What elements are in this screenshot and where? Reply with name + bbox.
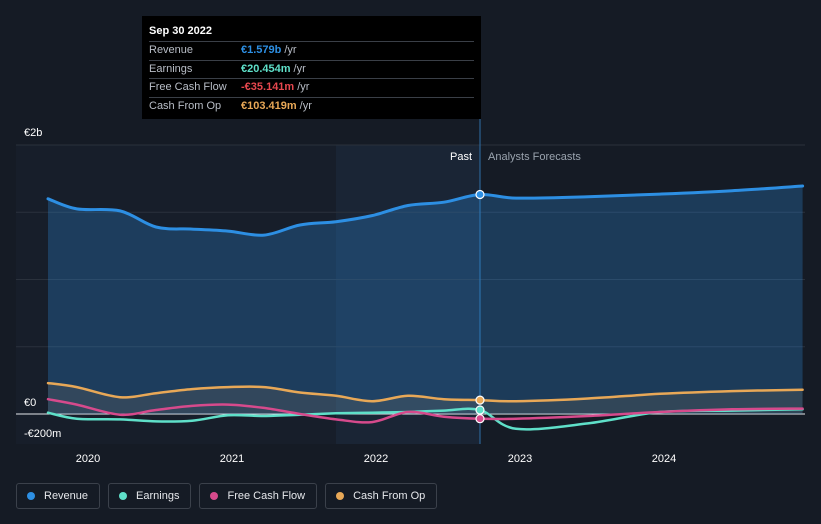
y-axis-label: €0	[24, 397, 36, 409]
earnings-line	[46, 407, 804, 431]
y-axis-label: -€200m	[24, 428, 61, 440]
tooltip-row-label: Free Cash Flow	[149, 81, 227, 93]
x-axis-tick-label: 2020	[76, 453, 100, 465]
legend-dot-icon	[210, 492, 219, 500]
x-axis-tick-label: 2023	[508, 453, 532, 465]
free-cash-flow-marker	[475, 414, 485, 424]
revenue-marker	[475, 189, 485, 200]
tooltip-date: Sep 30 2022	[149, 25, 212, 37]
legend-item-earnings[interactable]: Earnings	[108, 483, 192, 509]
tooltip-row-label: Cash From Op	[149, 99, 222, 112]
tooltip-row-label: Revenue	[149, 44, 194, 56]
earnings-marker	[475, 405, 485, 415]
tooltip-row-value: -€35.141m	[241, 81, 295, 93]
legend-item-free-cash-flow[interactable]: Free Cash Flow	[199, 483, 318, 509]
legend-label: Revenue	[44, 490, 89, 502]
cash-from-op-line	[46, 381, 804, 403]
tooltip-row-unit: /yr	[299, 99, 312, 112]
past-label: Past	[450, 151, 472, 163]
legend: Revenue Earnings Free Cash Flow Cash Fro…	[16, 483, 438, 509]
tooltip-row-cash-from-op: Cash From Op €103.419m /yr	[149, 96, 474, 116]
tooltip: Sep 30 2022 Revenue €1.579b /yr Earnings…	[142, 16, 481, 119]
legend-dot-icon	[27, 492, 35, 500]
revenue-area	[48, 186, 803, 414]
forecast-label: Analysts Forecasts	[488, 151, 581, 163]
tooltip-row-unit: /yr	[284, 44, 297, 56]
tooltip-row-value: €1.579b	[241, 44, 282, 56]
legend-label: Cash From Op	[353, 490, 426, 502]
tooltip-row-unit: /yr	[297, 81, 310, 93]
legend-item-cash-from-op[interactable]: Cash From Op	[325, 483, 438, 509]
tooltip-row-value: €103.419m	[241, 99, 297, 112]
tooltip-row-label: Earnings	[149, 62, 193, 75]
legend-item-revenue[interactable]: Revenue	[16, 483, 101, 509]
tooltip-row-earnings: Earnings €20.454m /yr	[149, 59, 474, 79]
legend-label: Free Cash Flow	[227, 490, 306, 502]
legend-label: Earnings	[136, 490, 180, 502]
grid-lines	[16, 118, 805, 444]
cash-from-op-marker	[475, 395, 485, 405]
revenue-line	[46, 184, 805, 237]
tooltip-row-free-cash-flow: Free Cash Flow -€35.141m /yr	[149, 78, 474, 97]
x-axis-tick-label: 2021	[220, 453, 244, 465]
highlight-region	[336, 145, 480, 444]
x-axis-tick-label: 2022	[364, 453, 388, 465]
free-cash-flow-line	[46, 397, 804, 424]
x-axis-tick-label: 2024	[652, 453, 676, 465]
y-axis-label: €2b	[24, 127, 42, 139]
tooltip-row-revenue: Revenue €1.579b /yr	[149, 41, 474, 60]
legend-dot-icon	[336, 492, 345, 500]
tooltip-row-value: €20.454m	[241, 62, 291, 75]
legend-dot-icon	[119, 492, 128, 500]
tooltip-row-unit: /yr	[293, 62, 306, 75]
